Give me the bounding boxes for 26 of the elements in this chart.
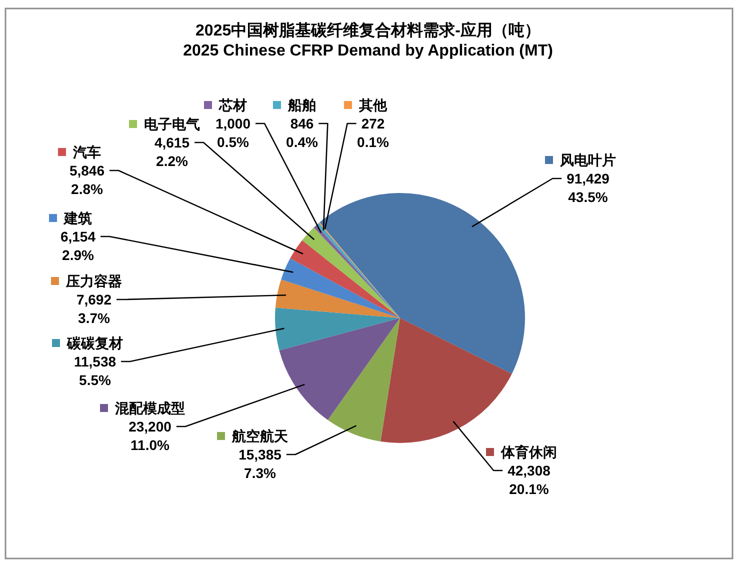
data-label: 91,429 43.5%	[566, 170, 610, 205]
data-label: 23,200 11.0%	[128, 418, 172, 453]
legend-label: 压力容器	[65, 273, 122, 289]
legend-label: 航空航天	[231, 428, 289, 444]
legend-label: 建筑	[63, 210, 92, 226]
data-label: 1,000 0.5%	[215, 116, 251, 150]
data-label: 11,538 5.5%	[74, 354, 116, 388]
legend-label: 风电叶片	[559, 152, 616, 168]
legend-label: 汽车	[72, 144, 101, 160]
data-label: 15,385 7.3%	[238, 446, 282, 481]
legend-label: 船舶	[287, 97, 316, 113]
legend-label: 其他	[358, 97, 388, 113]
legend-label: 电子电气	[144, 116, 200, 132]
legend-label: 体育休闲	[500, 444, 557, 460]
legend-label: 混配模成型	[114, 400, 185, 416]
data-label: 7,692 3.7%	[76, 292, 112, 326]
data-label: 5,846 2.8%	[69, 162, 105, 197]
chart-title: 2025中国树脂基碳纤维复合材料需求-应用（吨）	[196, 20, 540, 40]
legend-label: 芯材	[218, 97, 247, 113]
data-label: 42,308 20.1%	[508, 462, 551, 497]
chart-subtitle: 2025 Chinese CFRP Demand by Application (MT)	[183, 42, 553, 60]
legend-label: 碳碳复材	[66, 335, 123, 351]
data-label: 846 0.4%	[286, 116, 318, 150]
data-label: 4,615 2.2%	[154, 134, 190, 169]
data-label: 6,154 2.9%	[60, 228, 96, 263]
data-label: 272 0.1%	[357, 116, 390, 150]
